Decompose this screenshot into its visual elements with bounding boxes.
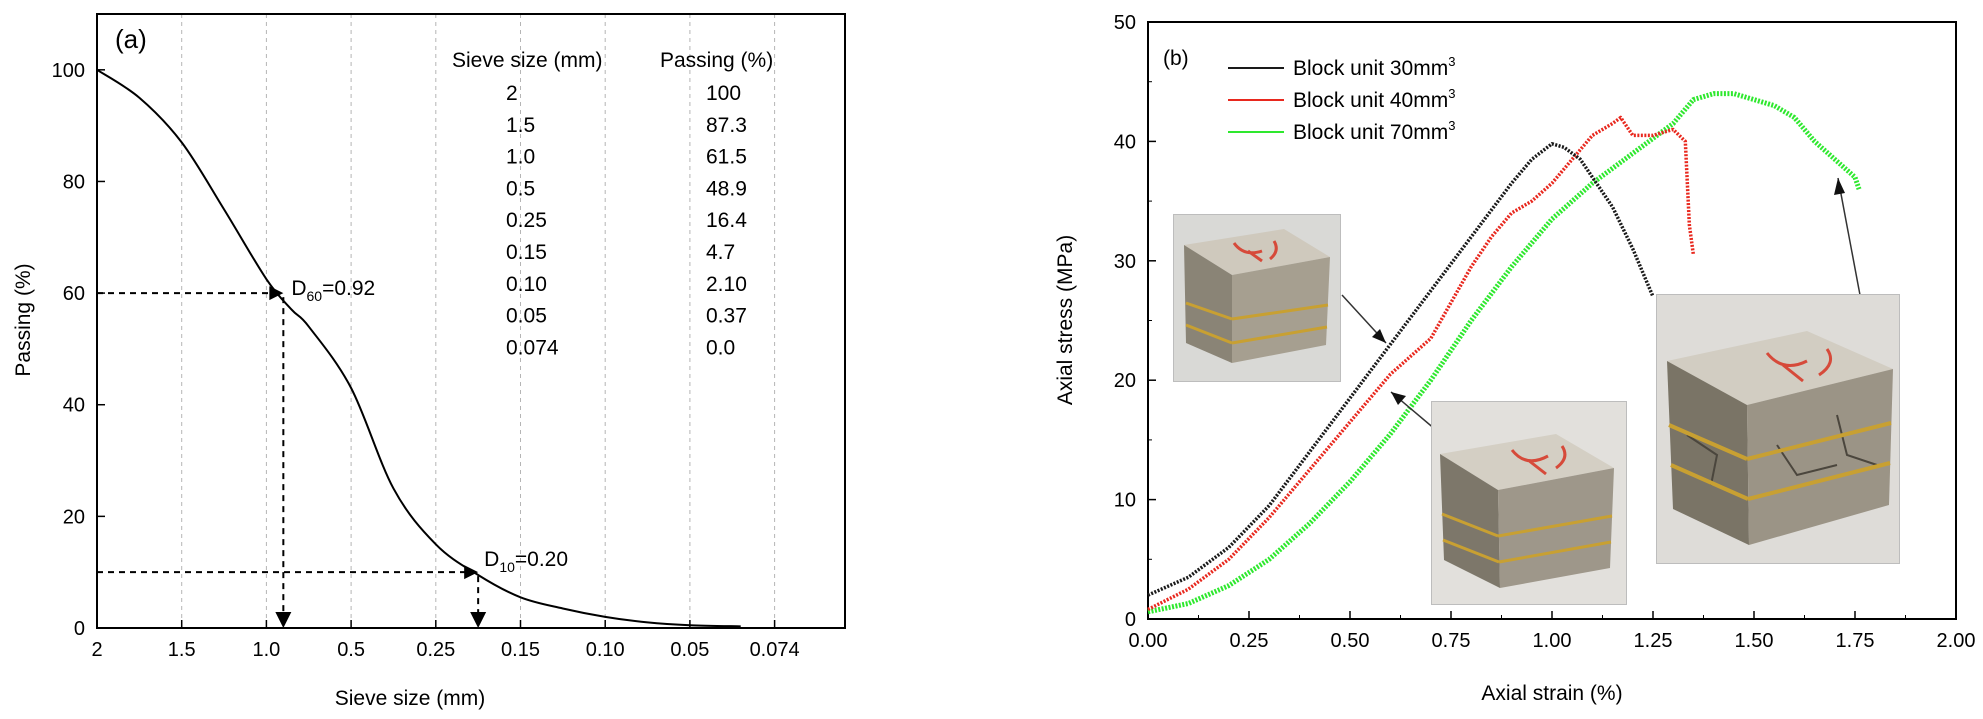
panel-b-y-tick-label: 10 [1114,490,1136,512]
panel-b-x-tick-label: 0.25 [1230,630,1269,652]
panel-b-y-tick-label: 0 [1125,609,1136,631]
sieve-table-size-cell: 0.05 [506,305,547,328]
panel-a-y-tick-label: 40 [63,395,85,417]
sieve-table-passing-cell: 48.9 [706,177,747,200]
panel-a-y-tick-label: 60 [63,283,85,305]
sieve-table-size-cell: 0.10 [506,273,547,296]
sieve-table-size-cell: 0.5 [506,177,535,200]
panel-a-label: (a) [115,24,147,54]
d10-annotation: D10=0.20 [484,548,568,575]
panel-a-y-axis-title: Passing (%) [12,263,35,376]
pointer-arrow-70mm [1837,177,1861,296]
sieve-table: Sieve size (mm) Passing (%) 2 100 1.5 87.3 1… [452,49,773,359]
panel-a-gridlines [181,14,776,628]
d10-horizontal-arrowhead [464,565,479,580]
sieve-table-size-cell: 2 [506,82,518,105]
panel-b-y-tick-label: 30 [1114,251,1136,273]
cube-image-30mm [1184,229,1330,363]
panel-a-frame [96,13,846,629]
stress-strain-series-3 [1147,91,1862,615]
panel-a-x-tick-label: 2 [91,639,102,661]
sieve-table-passing-cell: 87.3 [706,114,747,137]
specimen-photo-40mm [1431,401,1627,605]
photo-pointer-arrows [1341,177,1861,431]
sieve-table-header-size: Sieve size (mm) [452,49,603,72]
sieve-table-passing-cell: 100 [706,82,741,105]
panel-b-x-tick-label: 1.00 [1533,630,1572,652]
legend-label-40mm: Block unit 40mm3 [1293,86,1455,112]
panel-b-y-tick-label: 20 [1114,370,1136,392]
panel-a-x-tick-label: 0.074 [750,639,800,661]
d60-horizontal-arrowhead [269,286,284,301]
stress-strain-series-2 [1147,115,1696,612]
panel-a-y-tick-label: 80 [63,171,85,193]
sieve-table-header-passing: Passing (%) [660,49,773,72]
sieve-table-passing-cell: 16.4 [706,209,747,232]
specimen-photo-30mm [1173,214,1341,382]
panel-b-y-tick-label: 50 [1114,12,1136,34]
panel-a-gradation-chart: 2 1.5 1.0 0.5 0.25 0.15 0.10 0.05 0.074 0 20 40 60 8… [12,13,846,710]
d60-vertical-arrowhead [275,612,292,628]
panel-a-x-tick-label: 0.25 [416,639,455,661]
stress-strain-series-1 [1147,142,1655,597]
panel-a-x-ticks: 2 1.5 1.0 0.5 0.25 0.15 0.10 0.05 0.074 [91,620,800,661]
panel-b-x-tick-label: 2.00 [1937,630,1976,652]
pointer-arrowhead-40mm [1391,392,1406,405]
panel-b-x-tick-label: 1.25 [1634,630,1673,652]
panel-b-x-tick-label: 0.75 [1432,630,1471,652]
panel-b-y-axis-title: Axial stress (MPa) [1054,235,1077,405]
panel-a-x-tick-label: 0.15 [501,639,540,661]
sieve-table-size-cell: 1.0 [506,146,535,169]
panel-a-x-tick-label: 0.05 [670,639,709,661]
panel-a-y-tick-label: 0 [74,618,85,640]
pointer-arrowhead-70mm [1834,178,1845,195]
d10-vertical-arrowhead [470,612,487,628]
sieve-table-passing-cell: 0.37 [706,305,747,328]
panel-b-stress-strain-chart: 0.00 0.25 0.50 0.75 1.00 1.25 1.50 1.75 2.00 0 10… [1054,12,1975,705]
panel-a-guide-arrows [97,286,487,628]
panel-b-y-ticks: 0 10 20 30 40 50 [1114,12,1156,631]
panel-a-x-tick-label: 0.10 [586,639,625,661]
panel-a-y-tick-label: 100 [52,60,85,82]
panel-b-x-tick-label: 0.00 [1129,630,1168,652]
sieve-table-size-cell: 1.5 [506,114,535,137]
specimen-photo-70mm [1656,294,1900,564]
panel-a-x-axis-title: Sieve size (mm) [335,687,486,710]
panel-b-label: (b) [1163,47,1189,70]
sieve-table-passing-cell: 61.5 [706,146,747,169]
panel-a-y-tick-label: 20 [63,506,85,528]
sieve-table-passing-cell: 4.7 [706,241,735,264]
pointer-arrowhead-30mm [1372,329,1386,343]
panel-a-x-tick-label: 1.5 [168,639,196,661]
sieve-table-size-cell: 0.25 [506,209,547,232]
panel-b-x-tick-label: 0.50 [1331,630,1370,652]
d60-annotation: D60=0.92 [291,277,375,304]
panel-a-x-tick-label: 1.0 [252,639,280,661]
cube-image-40mm [1440,434,1614,588]
cube-image-70mm [1667,331,1893,545]
panel-a-x-tick-label: 0.5 [337,639,365,661]
panel-b-x-ticks: 0.00 0.25 0.50 0.75 1.00 1.25 1.50 1.75 2.00 [1129,611,1976,652]
sieve-table-passing-cell: 2.10 [706,273,747,296]
sieve-table-size-cell: 0.15 [506,241,547,264]
gradation-curve [96,68,741,628]
legend-label-70mm: Block unit 70mm3 [1293,118,1455,144]
panel-b-x-tick-label: 1.75 [1836,630,1875,652]
panel-b-series [1147,91,1862,615]
legend-label-30mm: Block unit 30mm3 [1293,54,1455,80]
panel-b-x-tick-label: 1.50 [1735,630,1774,652]
panel-b-y-tick-label: 40 [1114,131,1136,153]
sieve-table-passing-cell: 0.0 [706,336,735,359]
sieve-table-size-cell: 0.074 [506,336,559,359]
panel-b-x-axis-title: Axial strain (%) [1481,682,1622,705]
panel-b-legend: Block unit 30mm3 Block unit 40mm3 Block … [1228,54,1455,144]
